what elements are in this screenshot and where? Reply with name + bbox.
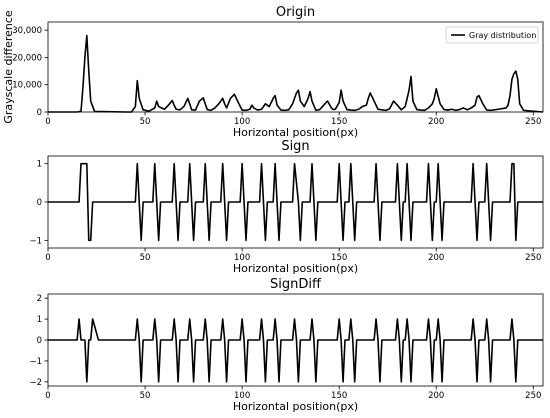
legend-label: Gray distribution [469,31,536,40]
x-tick-label: 100 [234,391,250,401]
series-line [48,34,544,113]
y-tick-label: −2 [29,378,42,388]
chart-title: Sign [281,139,309,154]
y-tick-label: 2 [37,294,42,304]
x-tick-label: 250 [525,253,541,263]
x-tick-label: 200 [428,391,444,401]
x-tick-label: 0 [45,391,50,401]
y-tick-label: 20,000 [12,53,42,63]
legend-box [445,26,539,44]
chart-panel-1: Origin 0 50 100 150 200 250 0 10,000 20,000 30,000… [2,5,544,139]
x-tick-label: 150 [331,117,347,127]
series-line [48,318,543,383]
chart-title: Origin [276,5,315,20]
x-tick-label: 150 [331,253,347,263]
y-tick-label: 0 [37,198,42,208]
chart-panel-3: SignDiff 0 50 100 150 200 250 −2 −1 0 1 2 Horizontal… [29,277,544,413]
x-tick-label: 50 [140,253,151,263]
x-tick-label: 0 [45,117,50,127]
x-tick-label: 200 [428,117,444,127]
y-tick-label: 10,000 [12,81,42,91]
x-axis-label: Horizontal position(px) [233,400,358,413]
x-axis-label: Horizontal position(px) [233,126,358,139]
x-tick-label: 100 [234,117,250,127]
x-tick-label: 50 [140,117,151,127]
y-tick-label: −1 [29,236,42,246]
y-tick-label: 0 [37,336,42,346]
x-tick-label: 250 [525,117,541,127]
x-axis-label: Horizontal position(px) [233,262,358,275]
x-tick-label: 0 [45,253,50,263]
y-tick-label: 0 [37,108,42,118]
plot-frame [47,21,544,113]
y-tick-label: 30,000 [12,26,42,36]
x-tick-label: 150 [331,391,347,401]
y-tick-label: 1 [37,315,42,325]
series-line [48,162,543,242]
y-tick-label: 1 [37,160,42,170]
x-tick-label: 100 [234,253,250,263]
y-tick-label: −1 [29,357,42,367]
plot-frame [47,293,544,387]
y-axis-label: Grayscale difference [2,10,15,124]
legend: Gray distribution [445,26,539,44]
x-tick-label: 50 [140,391,151,401]
x-tick-label: 250 [525,391,541,401]
x-tick-label: 200 [428,253,444,263]
plot-frame [47,155,544,249]
chart-title: SignDiff [270,277,322,292]
